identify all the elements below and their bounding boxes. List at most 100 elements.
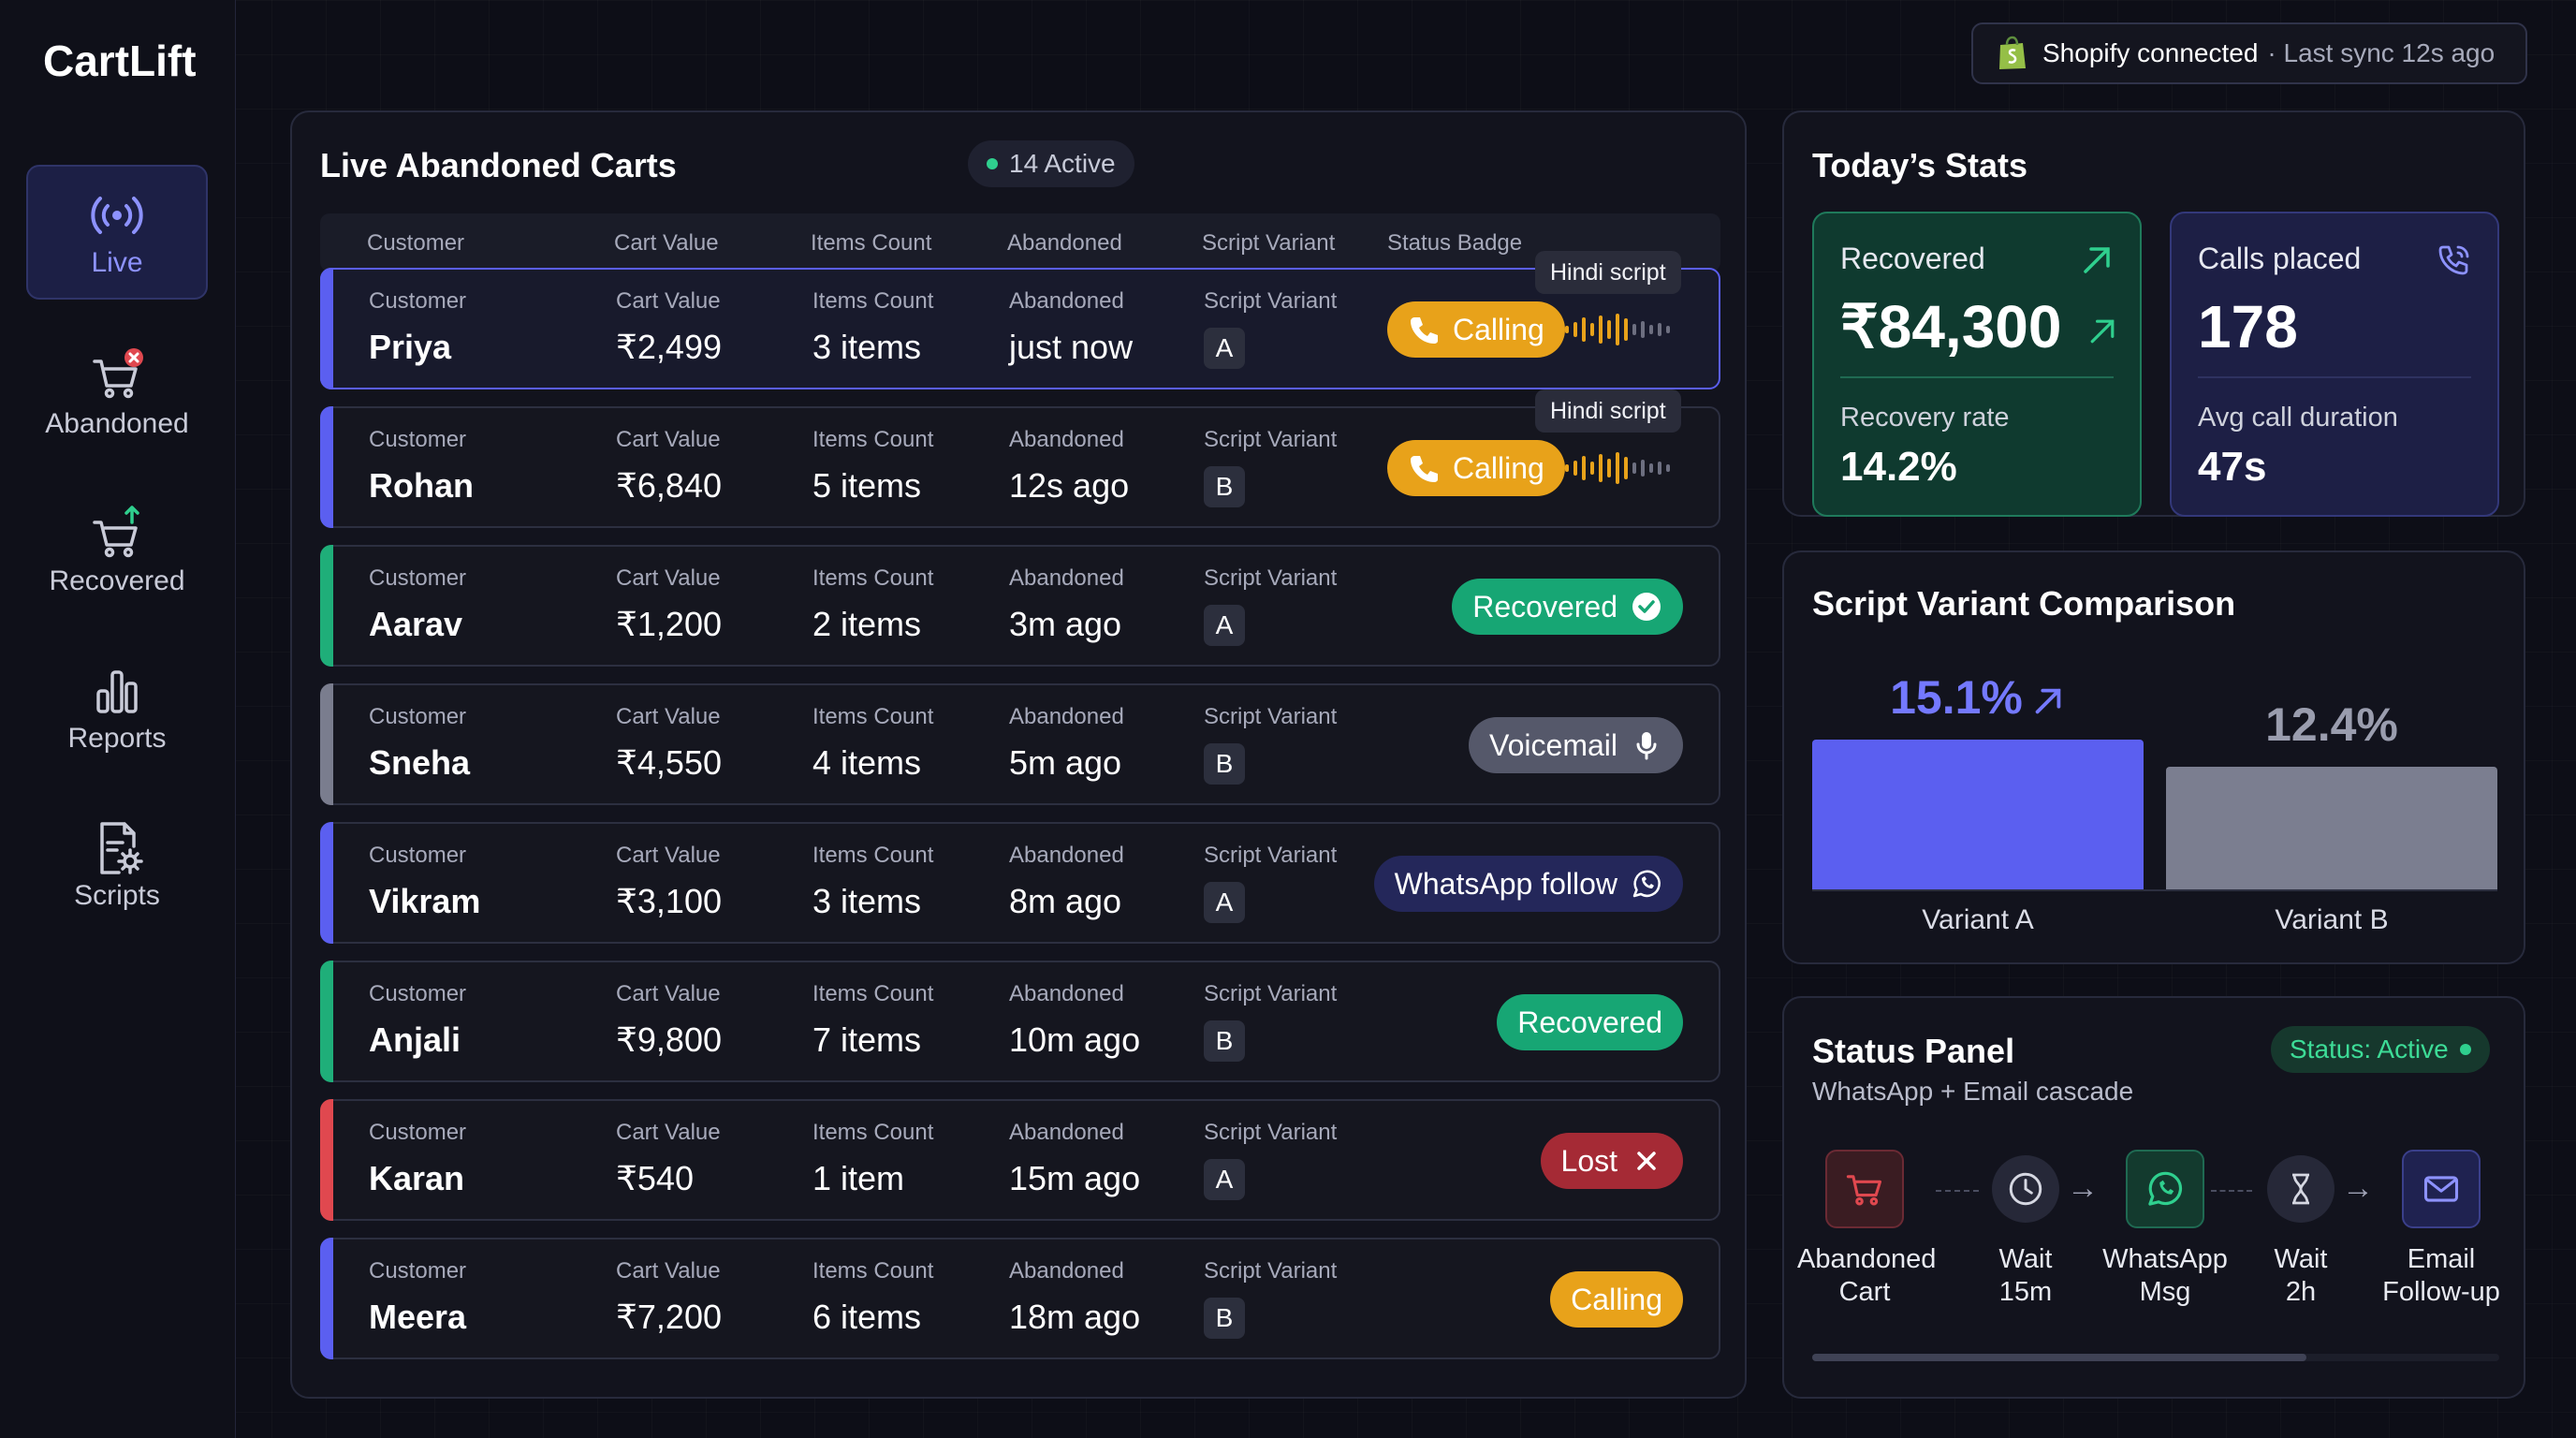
cell-abandoned-time: Abandoned 10m ago xyxy=(1009,981,1140,1060)
tooltip-text: Hindi script xyxy=(1550,258,1666,286)
row-accent-stripe xyxy=(320,545,333,667)
cell-cart-value: Cart Value ₹1,200 xyxy=(616,565,722,644)
cell-items-count: Items Count 4 items xyxy=(812,704,933,783)
active-count-text: 14 Active xyxy=(1009,149,1116,178)
col-script-variant[interactable]: Script Variant xyxy=(1202,230,1336,256)
status-badge-recovered[interactable]: Recovered xyxy=(1497,994,1683,1050)
trend-up-icon xyxy=(2035,688,2061,714)
phone-icon xyxy=(1411,456,1438,482)
recovered-card[interactable]: Recovered ₹84,300 Recovery rate 14.2% xyxy=(1812,212,2142,517)
variant-chip[interactable]: A xyxy=(1204,328,1245,369)
status-badge-lost[interactable]: Lost xyxy=(1540,1133,1683,1189)
table-row[interactable]: Customer Priya Cart Value ₹2,499 Items Count… xyxy=(320,251,1720,389)
status-badge-calling[interactable]: Calling xyxy=(1387,440,1565,496)
nav-item-recovered[interactable]: Recovered xyxy=(26,485,208,620)
variant-chip[interactable]: B xyxy=(1204,743,1245,785)
table-row[interactable]: Customer Vikram Cart Value ₹3,100 Items Coun… xyxy=(320,822,1720,944)
status-badge-calling[interactable]: Calling xyxy=(1550,1271,1683,1328)
nav-item-live[interactable]: Live xyxy=(26,165,208,300)
flow-step-label: Msg xyxy=(2139,1277,2191,1307)
nav-item-scripts[interactable]: Scripts xyxy=(26,800,208,934)
cell-abandoned-time: Abandoned 12s ago xyxy=(1009,427,1129,506)
avg-duration-value: 47s xyxy=(2198,444,2267,490)
cell-abandoned-time: Abandoned 15m ago xyxy=(1009,1120,1140,1198)
cascade-progress-track xyxy=(1812,1354,2499,1361)
nav-item-reports[interactable]: Reports xyxy=(26,642,208,777)
cell-label: Cart Value xyxy=(616,704,721,729)
recovered-label: Recovered xyxy=(1840,242,1985,275)
cell-items-count: Items Count 6 items xyxy=(812,1258,933,1337)
cell-label: Cart Value xyxy=(616,427,721,452)
status-text: Voicemail xyxy=(1489,727,1617,762)
script-tooltip: Hindi script xyxy=(1535,251,1681,294)
items-count-value: 5 items xyxy=(812,466,922,505)
cell-label: Abandoned xyxy=(1009,427,1124,452)
col-abandoned[interactable]: Abandoned xyxy=(1007,230,1122,256)
cell-label: Script Variant xyxy=(1204,1258,1338,1284)
sidebar: CartLift Live Abandoned Recovered xyxy=(0,0,236,1438)
customer-value: Meera xyxy=(369,1298,467,1336)
clock-icon xyxy=(1992,1155,2059,1223)
audio-waveform-icon xyxy=(1565,314,1670,345)
col-items-count[interactable]: Items Count xyxy=(811,230,932,256)
col-customer[interactable]: Customer xyxy=(367,230,465,256)
cell-label: Abandoned xyxy=(1009,704,1124,729)
flow-step-label: Cart xyxy=(1838,1277,1891,1307)
flow-step-abandoned-cart: Abandoned Cart xyxy=(1797,1150,1936,1309)
col-cart-value[interactable]: Cart Value xyxy=(614,230,719,256)
col-status-badge[interactable]: Status Badge xyxy=(1387,230,1523,256)
table-row[interactable]: Customer Sneha Cart Value ₹4,550 Items Count… xyxy=(320,683,1720,805)
variant-chip[interactable]: A xyxy=(1204,605,1245,646)
calls-card[interactable]: Calls placed 178 Avg call duration 47s xyxy=(2170,212,2499,517)
flow-step-label: 2h xyxy=(2285,1277,2317,1307)
divider xyxy=(2198,376,2471,378)
script-settings-icon xyxy=(26,818,208,878)
variant-chip[interactable]: B xyxy=(1204,1020,1245,1062)
cell-cart-value: Cart Value ₹6,840 xyxy=(616,427,722,506)
variant-chip[interactable]: A xyxy=(1204,1159,1245,1200)
table-row[interactable]: Customer Meera Cart Value ₹7,200 Items Count… xyxy=(320,1238,1720,1359)
cell-label: Items Count xyxy=(812,565,934,591)
mail-icon xyxy=(2402,1150,2481,1228)
bar-variant-b[interactable] xyxy=(2166,767,2497,889)
variant-chip[interactable]: A xyxy=(1204,882,1245,923)
customer-value: Rohan xyxy=(369,466,474,505)
flow-step-label: Wait xyxy=(2274,1244,2328,1274)
cell-script-variant: Script Variant A xyxy=(1204,288,1337,369)
status-text: Calling xyxy=(1453,450,1544,485)
variant-chip[interactable]: B xyxy=(1204,1298,1245,1339)
table-row[interactable]: Customer Anjali Cart Value ₹9,800 Items Coun… xyxy=(320,961,1720,1082)
variant-chip[interactable]: B xyxy=(1204,466,1245,507)
table-row[interactable]: Customer Karan Cart Value ₹540 Items Count 1 … xyxy=(320,1099,1720,1221)
status-badge-calling[interactable]: Calling xyxy=(1387,301,1565,358)
flow-step-label: Wait xyxy=(1998,1244,2053,1274)
bar-variant-a[interactable] xyxy=(1812,740,2144,889)
customer-value: Anjali xyxy=(369,1020,461,1059)
abandoned-time-value: 3m ago xyxy=(1009,605,1122,643)
status-badge-voicemail[interactable]: Voicemail xyxy=(1469,717,1683,773)
last-sync-text: · Last sync 12s ago xyxy=(2267,38,2496,67)
table-row[interactable]: Customer Rohan Cart Value ₹6,840 Items Count… xyxy=(320,389,1720,528)
cell-label: Cart Value xyxy=(616,1258,721,1284)
flow-connector xyxy=(2211,1190,2252,1192)
cell-script-variant: Script Variant A xyxy=(1204,565,1337,646)
table-row[interactable]: Customer Aarav Cart Value ₹1,200 Items Count… xyxy=(320,545,1720,667)
cart-value-value: ₹7,200 xyxy=(616,1298,722,1336)
status-badge-recovered[interactable]: Recovered xyxy=(1452,579,1683,635)
flow-step-label: 15m xyxy=(1998,1277,2053,1307)
abandoned-time-value: 8m ago xyxy=(1009,882,1122,920)
items-count-value: 3 items xyxy=(812,328,922,366)
phone-icon xyxy=(1411,317,1438,344)
row-accent-stripe xyxy=(320,822,333,944)
cart-value-value: ₹3,100 xyxy=(616,882,722,920)
bar-value-label: 12.4% xyxy=(2166,697,2497,752)
cart-alert-icon xyxy=(26,346,208,406)
nav-item-abandoned[interactable]: Abandoned xyxy=(26,328,208,462)
cell-items-count: Items Count 5 items xyxy=(812,427,933,506)
active-count-badge: 14 Active xyxy=(968,140,1134,187)
cell-label: Script Variant xyxy=(1204,704,1338,729)
shopify-status[interactable]: Shopify connected · Last sync 12s ago xyxy=(1971,22,2527,84)
nav-label: Reports xyxy=(67,723,167,754)
status-badge-whatsapp[interactable]: WhatsApp follow xyxy=(1373,856,1683,912)
cell-customer: Customer Vikram xyxy=(369,843,480,921)
